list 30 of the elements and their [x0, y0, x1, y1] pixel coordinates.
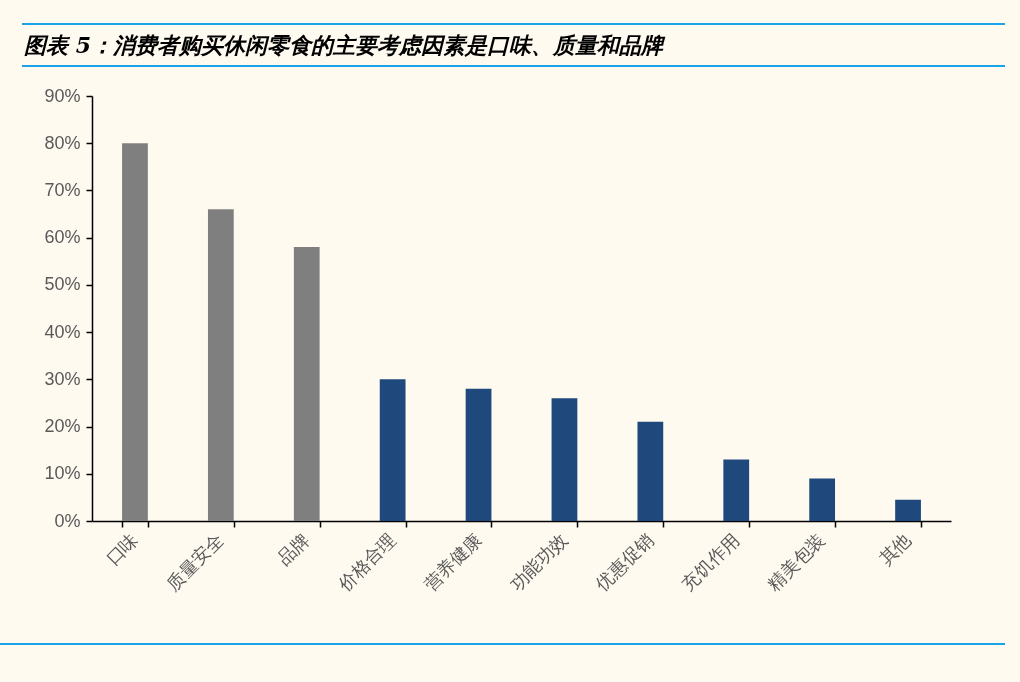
bar [637, 421, 664, 521]
bar [723, 459, 750, 521]
x-tick-label: 优惠促销 [592, 529, 658, 595]
bar [207, 209, 234, 521]
y-tick-label: 40% [44, 321, 81, 342]
y-tick-label: 90% [44, 85, 81, 106]
y-tick-label: 10% [44, 463, 81, 484]
y-tick-label: 50% [44, 274, 81, 295]
x-tick-label: 质量安全 [162, 529, 228, 595]
x-tick-label: 其他 [875, 529, 915, 570]
x-tick-label: 功能功效 [506, 529, 572, 595]
y-tick-label: 20% [44, 416, 81, 437]
bar [895, 499, 921, 521]
x-tick-label: 口味 [102, 529, 142, 570]
x-tick-label: 充饥作用 [678, 529, 744, 595]
bar [293, 247, 320, 521]
bar [379, 379, 406, 521]
bar [809, 478, 836, 521]
y-tick-label: 80% [44, 132, 81, 153]
bar [122, 143, 148, 521]
x-tick-label: 精美包装 [763, 529, 830, 595]
x-tick-label: 价格合理 [333, 529, 400, 596]
y-tick-label: 0% [54, 510, 81, 531]
x-tick-label: 品牌 [274, 529, 314, 570]
y-tick-label: 70% [44, 179, 81, 200]
bar [551, 398, 578, 521]
y-tick-label: 30% [44, 368, 81, 389]
bar [465, 388, 492, 521]
y-tick-label: 60% [44, 227, 81, 248]
x-tick-label: 营养健康 [420, 529, 486, 595]
